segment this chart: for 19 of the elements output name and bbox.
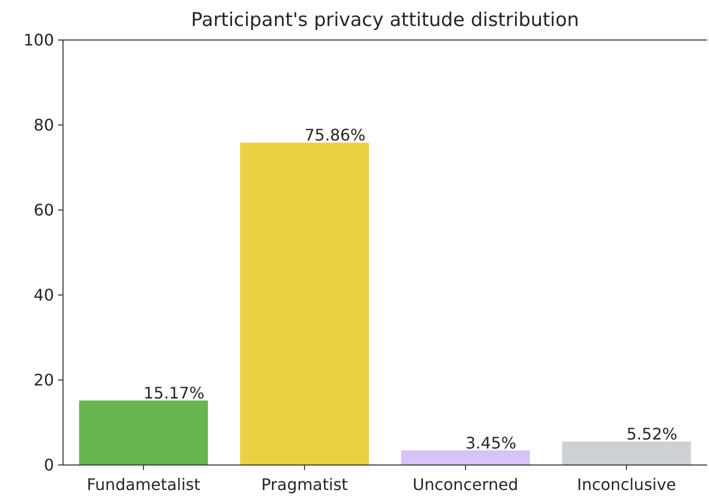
bar (401, 450, 530, 465)
y-tick-label: 80 (34, 116, 54, 135)
x-tick-label: Fundametalist (86, 475, 200, 494)
x-tick-label: Inconclusive (576, 475, 676, 494)
data-label: 5.52% (626, 424, 678, 444)
y-tick-label: 60 (34, 200, 54, 220)
x-tick-label: Unconcerned (412, 475, 518, 494)
chart-title: Participant's privacy attitude distribution (190, 9, 580, 31)
y-tick-label: 100 (23, 30, 54, 50)
y-tick-label: 0 (44, 456, 54, 475)
y-tick-label: 20 (34, 370, 54, 390)
data-label: 75.86% (304, 126, 366, 145)
x-tick-label: Pragmatist (261, 475, 348, 494)
data-label: 15.17% (144, 384, 205, 403)
bar (562, 442, 691, 465)
bar (240, 142, 369, 465)
bar (79, 400, 208, 465)
y-tick-label: 40 (34, 286, 54, 305)
data-label: 3.45% (466, 433, 516, 452)
